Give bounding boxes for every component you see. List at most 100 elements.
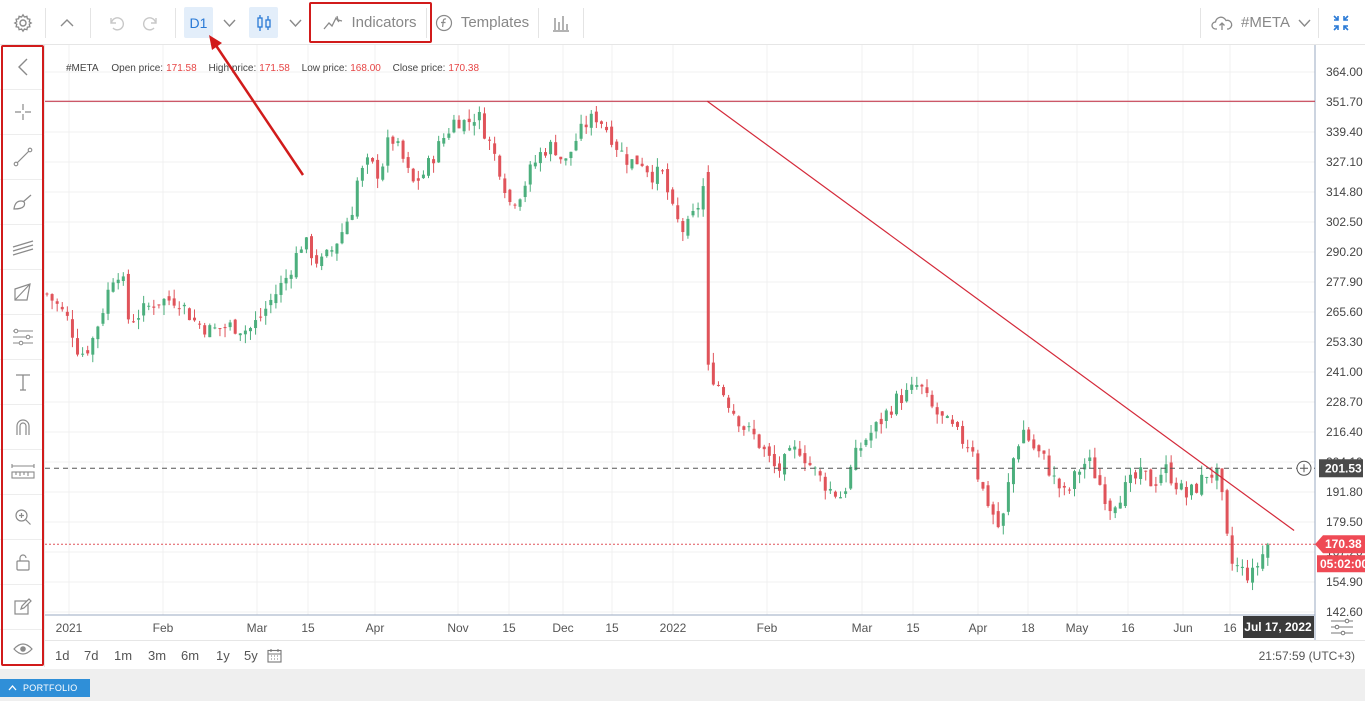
templates-button[interactable]: Templates xyxy=(433,0,531,45)
redo-button[interactable] xyxy=(139,0,163,45)
timeframe-button[interactable]: D1 xyxy=(184,7,213,38)
channel-tool[interactable] xyxy=(0,225,45,270)
candle-body xyxy=(182,304,186,307)
price-tick-label: 339.40 xyxy=(1326,125,1363,139)
zoom-tool[interactable] xyxy=(0,495,45,540)
candle-body xyxy=(1123,482,1127,507)
candle-body xyxy=(360,167,364,181)
settings-button[interactable] xyxy=(8,0,38,45)
price-tick-label: 241.00 xyxy=(1326,365,1363,379)
candle-body xyxy=(655,166,659,184)
candle-body xyxy=(187,308,191,321)
price-tick-label: 179.50 xyxy=(1326,515,1363,529)
candle-body xyxy=(1184,486,1188,498)
candle-body xyxy=(584,124,588,128)
chart-type-button[interactable] xyxy=(249,7,278,38)
candle-body xyxy=(437,141,441,163)
candle-body xyxy=(55,301,59,304)
time-tick-label: 2021 xyxy=(56,621,83,635)
time-tick-label: 15 xyxy=(301,621,315,635)
candle-body xyxy=(538,152,542,164)
legend-high-label: High price: xyxy=(208,63,257,74)
fibonacci-tool[interactable] xyxy=(0,315,45,360)
candle-body xyxy=(355,180,359,217)
candle-body xyxy=(762,446,766,450)
candle-body xyxy=(915,385,919,387)
candle-body xyxy=(1159,474,1163,484)
range-5y[interactable]: 5y xyxy=(244,648,258,663)
candle-body xyxy=(1128,474,1132,484)
time-tick-label: 15 xyxy=(906,621,920,635)
price-tick-label: 228.70 xyxy=(1326,395,1363,409)
range-7d[interactable]: 7d xyxy=(84,648,99,663)
indicators-button[interactable]: Indicators xyxy=(318,0,422,45)
footer-strip xyxy=(0,669,1365,701)
candle-body xyxy=(81,353,85,355)
candle-body xyxy=(1113,507,1117,514)
edit-tool[interactable] xyxy=(0,585,45,630)
candle-body xyxy=(350,214,354,220)
visibility-tool[interactable] xyxy=(0,630,45,667)
trend-line-icon xyxy=(13,147,32,167)
candle-body xyxy=(228,322,232,328)
time-tick-label: Jun xyxy=(1173,621,1192,635)
undo-button[interactable] xyxy=(104,0,128,45)
candle-body xyxy=(121,276,125,282)
collapse-toolbar-button[interactable] xyxy=(55,0,79,45)
text-tool[interactable] xyxy=(0,360,45,405)
shapes-icon xyxy=(13,283,31,301)
current-date-label: Jul 17, 2022 xyxy=(1244,620,1312,634)
candle-body xyxy=(381,166,385,180)
candle-body xyxy=(1240,566,1244,569)
candle-body xyxy=(727,397,731,408)
ruler-tool[interactable] xyxy=(0,450,45,495)
candle-body xyxy=(335,243,339,254)
collapse-sidebar-button[interactable] xyxy=(0,45,45,90)
candle-body xyxy=(1149,469,1153,487)
calendar-icon xyxy=(267,649,282,663)
legend-open-label: Open price: xyxy=(111,63,164,74)
candle-body xyxy=(299,249,303,253)
date-range-button[interactable] xyxy=(267,648,282,668)
range-1y[interactable]: 1y xyxy=(216,648,230,663)
candle-body xyxy=(966,447,970,449)
candle-body xyxy=(60,306,64,310)
crosshair-tool[interactable] xyxy=(0,90,45,135)
candle-body xyxy=(142,303,146,316)
candle-body xyxy=(1169,462,1173,484)
range-6m[interactable]: 6m xyxy=(181,648,200,663)
lock-tool[interactable] xyxy=(0,540,45,585)
candle-body xyxy=(1027,429,1031,441)
candle-body xyxy=(1266,544,1270,558)
chart-canvas[interactable]: 364.00 351.70 339.40 327.10 314.80 302.50 290.… xyxy=(45,45,1365,640)
portfolio-button[interactable]: PORTFOLIO xyxy=(0,679,90,697)
candle-body xyxy=(477,111,481,121)
candle-body xyxy=(462,120,466,132)
shapes-tool[interactable] xyxy=(0,270,45,315)
candle-body xyxy=(91,338,95,355)
range-1m[interactable]: 1m xyxy=(114,648,133,663)
candle-body xyxy=(238,333,242,336)
chart-type-dropdown[interactable] xyxy=(285,0,305,45)
candle-body xyxy=(594,111,598,123)
candle-body xyxy=(274,294,278,304)
ruler-icon xyxy=(10,464,35,479)
timeframe-dropdown[interactable] xyxy=(219,0,239,45)
candle-body xyxy=(386,137,390,166)
candle-body xyxy=(752,428,756,435)
candle-body xyxy=(879,418,883,425)
magnet-tool[interactable] xyxy=(0,405,45,450)
range-1d[interactable]: 1d xyxy=(55,648,70,663)
trend-line-tool[interactable] xyxy=(0,135,45,180)
price-chart[interactable]: 364.00 351.70 339.40 327.10 314.80 302.50 290.… xyxy=(45,45,1365,667)
range-3m[interactable]: 3m xyxy=(148,648,167,663)
chart-settings-button[interactable] xyxy=(548,0,574,45)
crosshair-price-tag xyxy=(1319,459,1363,478)
fullscreen-button[interactable] xyxy=(1328,0,1354,45)
symbol-selector[interactable]: #META xyxy=(1207,0,1315,45)
candle-body xyxy=(106,289,110,314)
candle-body xyxy=(828,488,832,491)
brush-tool[interactable] xyxy=(0,180,45,225)
time-tick-label: Dec xyxy=(552,621,573,635)
candle-body xyxy=(849,466,853,489)
